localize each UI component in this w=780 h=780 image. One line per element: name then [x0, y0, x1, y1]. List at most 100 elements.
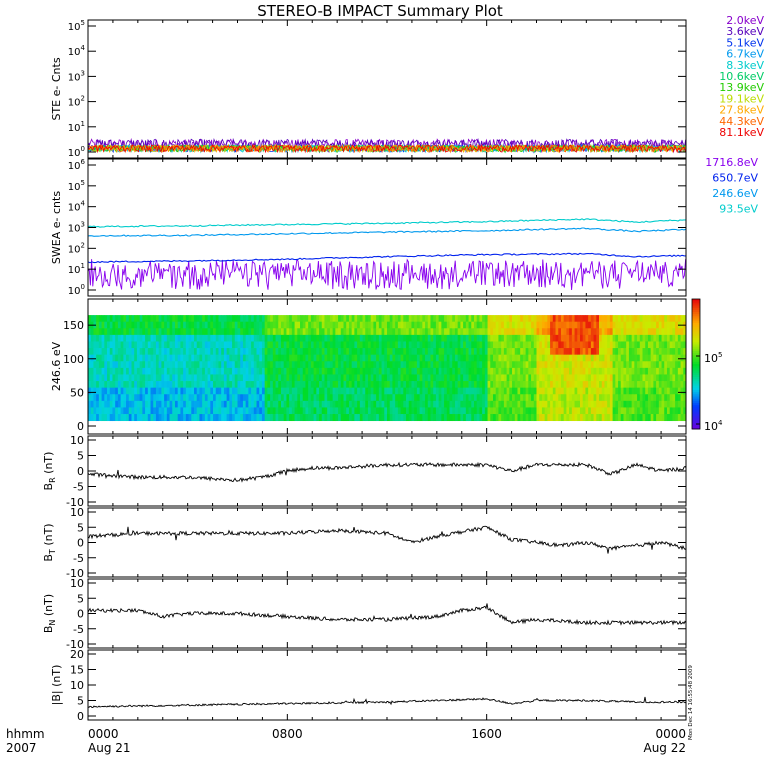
- heatmap-cell: [520, 354, 524, 362]
- heatmap-cell: [373, 354, 377, 362]
- heatmap-cell: [215, 334, 219, 342]
- heatmap-cell: [340, 334, 344, 342]
- heatmap-cell: [340, 361, 344, 369]
- heatmap-cell: [245, 334, 249, 342]
- heatmap-cell: [226, 407, 230, 415]
- heatmap-cell: [101, 374, 105, 382]
- heatmap-cell: [109, 387, 113, 395]
- heatmap-cell: [191, 387, 195, 395]
- heatmap-cell: [520, 387, 524, 395]
- heatmap-cell: [628, 394, 633, 402]
- heatmap-cell: [664, 321, 668, 329]
- heatmap-cell: [191, 407, 195, 415]
- heatmap-cell: [378, 374, 382, 382]
- heatmap-cell: [256, 414, 260, 422]
- heatmap-cell: [188, 414, 192, 422]
- heatmap-cell: [555, 315, 559, 323]
- heatmap-cell: [626, 315, 630, 323]
- heatmap-cell: [563, 374, 567, 382]
- heatmap-cell: [251, 321, 255, 329]
- heatmap-cell: [460, 361, 464, 369]
- heatmap-cell: [468, 400, 472, 408]
- heatmap-cell: [446, 354, 450, 362]
- heatmap-cell: [229, 328, 233, 336]
- heatmap-cell: [267, 381, 271, 389]
- heatmap-cell: [569, 387, 573, 395]
- heatmap-cell: [164, 407, 168, 415]
- heatmap-cell: [90, 400, 94, 408]
- heatmap-cell: [210, 341, 214, 349]
- heatmap-cell: [604, 400, 608, 408]
- heatmap-cell: [155, 328, 160, 336]
- heatmap-cell: [433, 334, 437, 342]
- heatmap-cell: [88, 315, 92, 323]
- heatmap-cell: [406, 328, 410, 336]
- heatmap-cell: [406, 341, 410, 349]
- heatmap-cell: [286, 367, 290, 375]
- heatmap-cell: [400, 387, 404, 395]
- heatmap-cell: [460, 400, 464, 408]
- heatmap-cell: [134, 400, 138, 408]
- heatmap-cell: [147, 400, 151, 408]
- heatmap-cell: [449, 407, 453, 415]
- heatmap-cell: [286, 407, 290, 415]
- panel-frame: [87, 435, 687, 507]
- heatmap-cell: [242, 348, 247, 356]
- heatmap-cell: [245, 414, 249, 422]
- heatmap-cell: [90, 354, 94, 362]
- heatmap-cell: [98, 394, 102, 402]
- heatmap-cell: [147, 381, 151, 389]
- heatmap-cell: [139, 348, 143, 356]
- heatmap-cell: [416, 354, 421, 362]
- heatmap-cell: [126, 381, 130, 389]
- heatmap-cell: [373, 361, 377, 369]
- heatmap-cell: [128, 367, 132, 375]
- heatmap-cell: [582, 400, 586, 408]
- heatmap-cell: [596, 361, 600, 369]
- heatmap-cell: [164, 400, 168, 408]
- heatmap-cell: [188, 394, 192, 402]
- heatmap-cell: [539, 387, 543, 395]
- heatmap-cell: [406, 414, 410, 422]
- heatmap-cell: [514, 341, 518, 349]
- heatmap-cell: [528, 400, 532, 408]
- heatmap-cell: [319, 407, 323, 415]
- heatmap-cell: [335, 354, 339, 362]
- heatmap-cell: [117, 328, 122, 336]
- heatmap-cell: [101, 321, 105, 329]
- heatmap-cell: [242, 400, 247, 408]
- heatmap-cell: [96, 315, 100, 323]
- heatmap-cell: [446, 348, 450, 356]
- heatmap-cell: [256, 321, 260, 329]
- heatmap-cell: [653, 321, 657, 329]
- heatmap-cell: [683, 334, 687, 342]
- heatmap-cell: [264, 328, 268, 336]
- heatmap-cell: [452, 328, 456, 336]
- heatmap-cell: [536, 348, 540, 356]
- heatmap-cell: [463, 381, 467, 389]
- heatmap-cell: [414, 354, 418, 362]
- heatmap-cell: [569, 321, 573, 329]
- heatmap-cell: [229, 315, 233, 323]
- heatmap-cell: [454, 414, 459, 422]
- heatmap-cell: [612, 334, 616, 342]
- heatmap-cell: [444, 381, 448, 389]
- heatmap-cell: [232, 381, 236, 389]
- heatmap-cell: [340, 387, 344, 395]
- heatmap-cell: [310, 328, 315, 336]
- heatmap-cell: [680, 414, 684, 422]
- heatmap-cell: [267, 407, 271, 415]
- heatmap-cell: [645, 361, 649, 369]
- heatmap-cell: [172, 374, 176, 382]
- heatmap-cell: [134, 328, 138, 336]
- heatmap-cell: [251, 414, 255, 422]
- heatmap-cell: [658, 374, 662, 382]
- heatmap-cell: [563, 367, 567, 375]
- heatmap-cell: [188, 361, 192, 369]
- heatmap-cell: [329, 414, 334, 422]
- y-tick-label: -5: [73, 623, 84, 636]
- heatmap-cell: [373, 321, 377, 329]
- heatmap-cell: [180, 361, 184, 369]
- heatmap-cell: [297, 387, 301, 395]
- heatmap-cell: [599, 361, 603, 369]
